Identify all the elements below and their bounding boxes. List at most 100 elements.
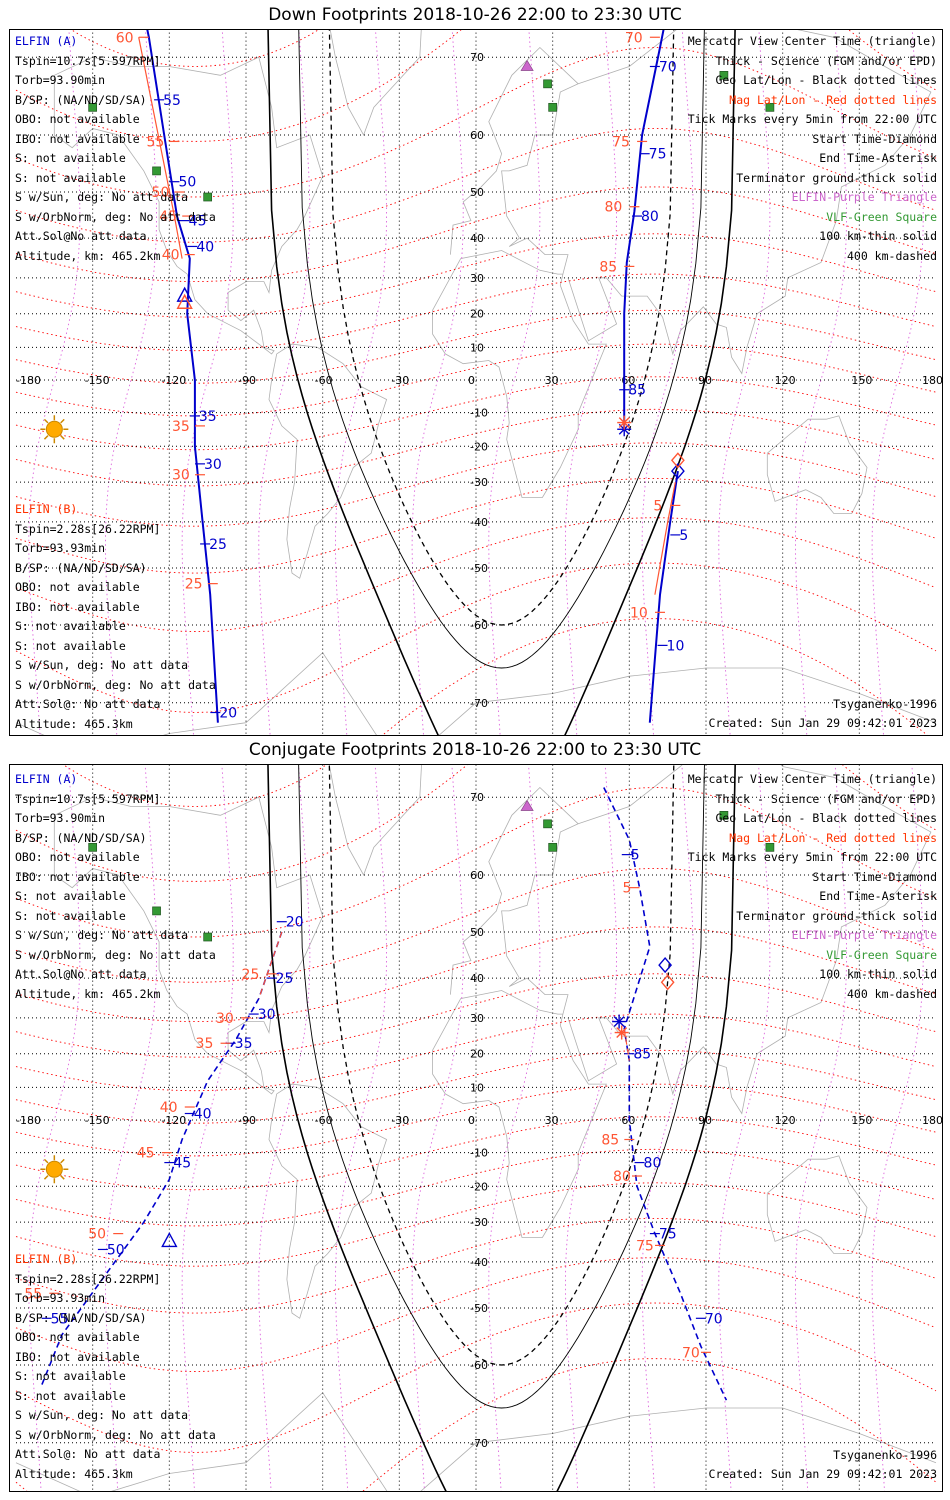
lat-tick-label: -40: [470, 516, 488, 529]
elfin-a-line: S w/Sun, deg: No att data: [15, 190, 189, 204]
tick-label: 30: [204, 457, 222, 473]
tick-label: 35: [196, 1036, 214, 1052]
tick-label: 40: [196, 239, 214, 255]
tick-label: 70: [682, 1345, 700, 1361]
tick-label: 5: [631, 848, 640, 864]
legend-item: Mag Lat/Lon - Red dotted lines: [729, 830, 937, 845]
elfin-station-triangle: [520, 59, 534, 71]
orbit-track: [40, 931, 283, 1386]
lon-tick-label: 0: [468, 1114, 475, 1127]
lat-tick-label: -40: [470, 1256, 488, 1269]
mag-lat-line: [15, 973, 937, 1058]
elfin-a-line: S w/Sun, deg: No att data: [15, 928, 189, 942]
elfin-b-line: S: not available: [15, 1369, 126, 1383]
tick-label: 5: [653, 498, 662, 514]
lon-tick-label: -60: [315, 374, 333, 387]
elfin-a-line: S: not available: [15, 170, 126, 185]
vlf-station: [88, 102, 98, 112]
axis-labels: -180 -150 -120 -90 -60 -30 0 30 60 90 120 150 180706…: [16, 791, 942, 1450]
start-diamond-b: [670, 452, 685, 469]
lat-tick-label: -50: [470, 1302, 488, 1315]
coast-outline: [329, 30, 422, 136]
elfin-b-lines: Tspin=2.28s[26.22RPM] Torb=93.93min B/SP: …: [15, 1270, 216, 1485]
elfin-a-info: ELFIN (A) Tspin=10.7s[5.597RPM] Torb=93.9…: [15, 770, 216, 1004]
tick-label: 40: [194, 1107, 212, 1123]
mag-lon-line: [641, 30, 694, 735]
tick-label: 40: [160, 1100, 178, 1116]
elfin-b-line: IBO: not available: [15, 599, 140, 614]
elfin-b-line: Altitude: 465.3km: [15, 716, 133, 731]
elfin-b-line: IBO: not available: [15, 1349, 140, 1364]
tick-label: 45: [159, 209, 177, 225]
lat-tick-label: -60: [470, 1359, 488, 1372]
lat-tick-label: 20: [470, 308, 484, 321]
elfin-a-line: Tspin=10.7s[5.597RPM]: [15, 791, 161, 806]
lon-tick-label: 0: [468, 374, 475, 387]
lat-tick-label: -20: [470, 440, 488, 453]
tick-label: 75: [659, 1227, 677, 1243]
vlf-station: [543, 819, 552, 829]
vlf-station: [548, 102, 558, 112]
elfin-a-track-east: 70 75 80 85: [619, 30, 677, 430]
tick-label: 80: [604, 200, 622, 216]
end-asterisk-b: [617, 415, 632, 430]
lat-tick-label: 60: [470, 129, 484, 142]
geo-grid: [16, 30, 936, 735]
tick-label: 85: [628, 383, 646, 399]
legend-item: ELFIN-Purple Triangle: [791, 190, 937, 204]
tick-label: 55: [24, 1286, 42, 1302]
map-canvas: -180 -150 -120 -90 -60 -30 0 30 60 90 120 150 180706…: [15, 30, 942, 735]
vlf-stations: [88, 70, 775, 202]
orbit-track: [138, 37, 183, 259]
lon-tick-label: -120: [161, 1114, 186, 1127]
vlf-station: [765, 102, 775, 112]
lat-tick-label: 50: [470, 186, 484, 199]
elfin-b-line: Torb=93.93min: [15, 1291, 106, 1305]
tick-label: 80: [613, 1169, 631, 1185]
lon-tick-label: 60: [621, 1114, 635, 1127]
vlf-station: [548, 842, 558, 852]
lat-tick-label: -10: [470, 1147, 488, 1160]
lat-tick-label: 70: [470, 791, 484, 804]
tick-label: 40: [162, 248, 180, 264]
elfin-a-line: OBO: not available: [15, 112, 140, 126]
elfin-a-lines: Tspin=10.7s[5.597RPM] Torb=93.90min B/SP: …: [15, 790, 216, 1005]
sun-ray: [43, 435, 49, 440]
elfin-b-line: S: not available: [15, 1388, 126, 1403]
mag-lon-line: [641, 765, 694, 1491]
mag-lon-line: [488, 30, 541, 735]
terminator-curve: [267, 30, 736, 735]
lat-tick-label: -10: [470, 407, 488, 420]
tick-label: 10: [667, 638, 685, 654]
lon-tick-label: -180: [16, 1114, 41, 1127]
tick-label: 25: [185, 577, 203, 593]
vlf-station: [203, 192, 213, 202]
elfin-b-label: ELFIN (B): [15, 502, 78, 516]
elfin-a-line: Att.Sol@No att data: [15, 967, 147, 981]
lon-tick-label: 150: [851, 374, 872, 387]
elfin-b-line: Att.Sol@: No att data: [15, 1447, 161, 1461]
created-label: Created: Sun Jan 29 09:42:01 2023: [708, 1467, 937, 1481]
legend-item: Thick - Science (FGM and/or EPD): [715, 53, 937, 68]
elfin-b-line: Altitude: 465.3km: [15, 1466, 133, 1481]
lat-tick-label: -70: [470, 1437, 488, 1450]
mag-lat-line: [15, 765, 937, 882]
legend-item: Terminator ground-thick solid: [736, 908, 937, 923]
lat-tick-label: -30: [470, 1216, 488, 1229]
sun-disc: [45, 420, 63, 438]
end-asterisk-a: [612, 1014, 627, 1029]
coast-outline: [53, 56, 324, 355]
elfin-b-line: Tspin=2.28s[26.22RPM]: [15, 521, 161, 536]
elfin-a-line: IBO: not available: [15, 869, 140, 884]
tick-label: 70: [705, 1311, 723, 1327]
elfin-a-track-east: 5 70 75 80 85: [603, 787, 728, 1401]
elfin-a-track-west: 605550454035302520: [146, 30, 237, 723]
sun-ray: [60, 1158, 65, 1164]
legend-item: 100 km-thin solid: [819, 967, 937, 981]
mag-lat-line: [15, 442, 937, 527]
terminator-curve: [298, 30, 705, 669]
lat-tick-label: 50: [470, 926, 484, 939]
legend: Mercator View Center Time (triangle) Thic…: [688, 32, 937, 266]
conjugate-footprints-map: -180 -150 -120 -90 -60 -30 0 30 60 90 120 150 180 70 6…: [9, 764, 943, 1492]
